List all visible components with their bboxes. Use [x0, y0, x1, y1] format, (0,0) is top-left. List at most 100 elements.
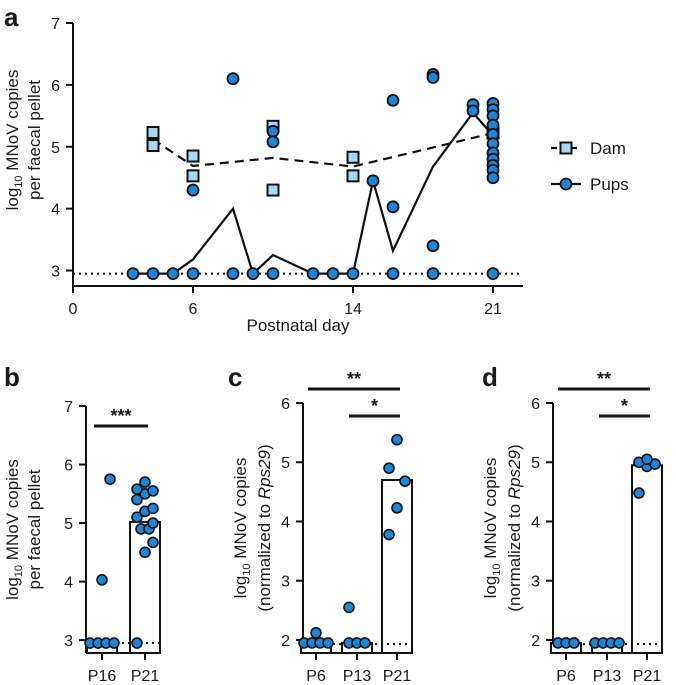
- data-point-c-P21: [391, 502, 403, 514]
- significance-label-d: **: [597, 369, 611, 389]
- y-title-log: log: [3, 188, 22, 211]
- y-title-sub: 10: [491, 563, 503, 575]
- y-title-log: log: [481, 576, 500, 599]
- y-axis-title-d-line2: (normalized to Rps29): [505, 444, 524, 611]
- y-tick-label-d: 4: [531, 514, 540, 531]
- data-point-c-P6: [322, 637, 334, 649]
- x-tick-label-b: P21: [131, 668, 160, 685]
- data-point-pups: [326, 267, 340, 281]
- data-point-b-P16: [96, 574, 108, 586]
- y-tick-label-c: 5: [281, 455, 290, 472]
- data-point-pups: [146, 267, 160, 281]
- x-tick-label-d: P13: [593, 668, 622, 685]
- y-tick-label-b: 4: [64, 575, 73, 592]
- y-tick-label-a: 4: [51, 202, 60, 219]
- series-line-dam: [152, 132, 494, 168]
- y-title-sub: 10: [241, 563, 253, 575]
- y-tick-label-a: 3: [51, 264, 60, 281]
- significance-label-c: *: [371, 396, 378, 416]
- x-tick-label-a: 21: [484, 301, 502, 318]
- x-tick-label-b: P16: [88, 668, 117, 685]
- legend-label-pups: Pups: [590, 175, 629, 194]
- y-axis-title-c-line2: (normalized to Rps29): [255, 444, 274, 611]
- y-tick-label-b: 6: [64, 458, 73, 475]
- y-title-norm: (normalized to: [255, 499, 274, 611]
- data-point-dam: [346, 169, 360, 183]
- y-tick-label-d: 2: [531, 633, 540, 650]
- y-title-norm: (normalized to: [505, 499, 524, 611]
- y-tick-label-c: 2: [281, 633, 290, 650]
- data-point-pups: [426, 267, 440, 281]
- data-point-pups: [386, 267, 400, 281]
- data-point-b-P16: [108, 637, 120, 649]
- panel-b: b 3 4 5 6 7 log10 MNoV copies per faecal pellet…: [3, 362, 161, 685]
- data-point-dam: [346, 150, 360, 164]
- data-point-pups: [266, 135, 280, 149]
- data-point-pups: [226, 267, 240, 281]
- y-title-rest: MNoV copies: [3, 459, 22, 565]
- y-title-rest: MNoV copies: [231, 458, 250, 564]
- x-tick-label-a: 0: [69, 301, 78, 318]
- data-point-b-P21: [139, 476, 151, 488]
- legend-marker-pups: [559, 177, 573, 191]
- y-tick-label-c: 4: [281, 514, 290, 531]
- data-point-pups: [486, 171, 500, 185]
- y-tick-label-d: 6: [531, 396, 540, 413]
- data-point-pups: [466, 104, 480, 118]
- y-tick-label-a: 7: [51, 16, 60, 33]
- data-point-b-P21: [147, 536, 159, 549]
- y-title-log: log: [3, 577, 22, 600]
- y-title-rest: MNoV copies: [3, 70, 22, 176]
- data-point-pups: [126, 267, 140, 281]
- y-axis-title-a: log10 MNoV copies: [3, 70, 25, 211]
- data-point-pups: [386, 200, 400, 214]
- y-tick-label-c: 3: [281, 574, 290, 591]
- y-title-sub: 10: [13, 175, 25, 187]
- y-title-log: log: [231, 576, 250, 599]
- x-tick-label-c: P21: [383, 668, 412, 685]
- data-point-c-P21: [383, 462, 395, 474]
- y-axis-title-b-line2: per faecal pellet: [25, 469, 44, 589]
- data-point-pups: [186, 183, 200, 197]
- data-point-c-P21: [383, 528, 395, 541]
- data-point-dam: [186, 149, 200, 163]
- data-point-b-P21: [147, 502, 159, 515]
- data-point-pups: [426, 71, 440, 84]
- data-point-b-P21: [131, 637, 143, 649]
- y-axis-title-c: log10 MNoV copies: [231, 458, 253, 599]
- panel-letter-a: a: [4, 2, 19, 32]
- data-point-c-P21: [391, 433, 403, 446]
- y-tick-label-a: 6: [51, 78, 60, 95]
- data-point-pups: [186, 267, 200, 281]
- panel-letter-c: c: [228, 362, 242, 392]
- data-point-pups: [166, 267, 180, 281]
- data-point-pups: [306, 267, 320, 281]
- data-point-b-P16: [104, 473, 116, 485]
- significance-label-b: ***: [110, 406, 131, 426]
- data-point-c-P13: [359, 637, 371, 649]
- data-point-pups: [246, 267, 260, 281]
- data-point-pups: [346, 267, 360, 281]
- legend-marker-dam: [559, 141, 573, 155]
- y-tick-label-d: 5: [531, 455, 540, 472]
- data-point-pups: [366, 174, 380, 188]
- data-point-dam: [186, 169, 200, 183]
- x-tick-label-c: P6: [306, 668, 326, 685]
- data-point-dam: [146, 139, 160, 153]
- data-point-pups: [386, 93, 400, 107]
- y-tick-label-d: 3: [531, 574, 540, 591]
- data-point-c-P13: [343, 601, 355, 614]
- y-title-gene: Rps29: [505, 450, 524, 500]
- data-point-dam: [146, 126, 160, 140]
- x-tick-label-d: P21: [633, 668, 662, 685]
- significance-label-c: **: [347, 369, 361, 389]
- y-tick-label-c: 6: [281, 396, 290, 413]
- data-point-d-P21: [633, 487, 645, 499]
- data-point-b-P21: [131, 511, 143, 524]
- significance-label-d: *: [621, 396, 628, 416]
- data-point-b-P21: [147, 517, 159, 529]
- data-point-pups: [226, 72, 240, 86]
- data-point-d-P6: [568, 637, 580, 649]
